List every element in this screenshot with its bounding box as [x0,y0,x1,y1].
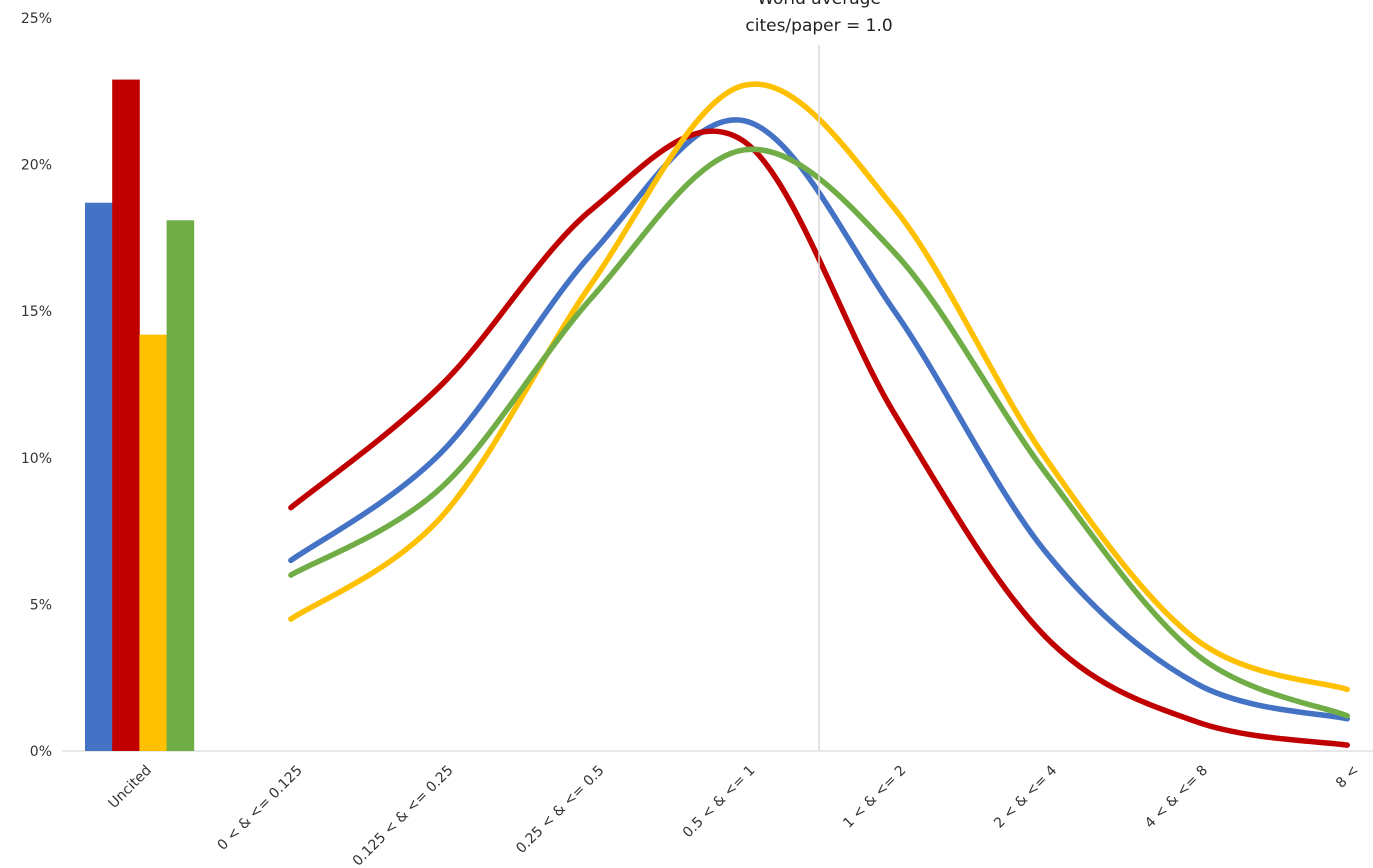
series-lines [288,81,1350,748]
x-tick-label: 0.125 < & <= 0.25 [350,763,457,868]
x-tick-label: 4 < & <= 8 [1142,763,1211,832]
annotation-line-2: cites/paper = 1.0 [745,16,892,36]
y-tick-label: 10% [21,451,52,467]
y-axis: 0% 5% 10% 15% 20% 25% [21,11,1373,760]
x-axis: Uncited 0 < & <= 0.125 0.125 < & <= 0.25 0.… [106,762,1362,868]
series-line [288,146,1350,719]
x-tick-label: 1 < & <= 2 [840,763,909,832]
uncited-bar [112,79,140,751]
x-tick-label: 2 < & <= 4 [991,762,1060,831]
y-tick-label: 20% [21,158,52,174]
y-tick-label: 15% [21,304,52,320]
x-tick-label: 0 < & <= 0.125 [215,763,306,854]
uncited-bars [85,79,195,752]
x-tick-label: 8 < [1333,763,1362,792]
x-tick-label: 0.25 < & <= 0.5 [513,763,607,857]
series-line [288,81,1350,693]
x-tick-label: 0.5 < & <= 1 [680,763,759,842]
series-line [288,117,1350,722]
series-line [288,128,1350,748]
annotation-line-1: World average [757,0,881,9]
y-tick-label: 25% [21,11,52,27]
x-tick-label: Uncited [106,763,155,812]
y-tick-label: 0% [30,744,52,760]
uncited-bar [85,202,113,751]
y-tick-label: 5% [30,597,52,613]
uncited-bar [139,334,167,751]
uncited-bar [166,220,195,752]
world-average-annotation: World average cites/paper = 1.0 [745,0,893,751]
